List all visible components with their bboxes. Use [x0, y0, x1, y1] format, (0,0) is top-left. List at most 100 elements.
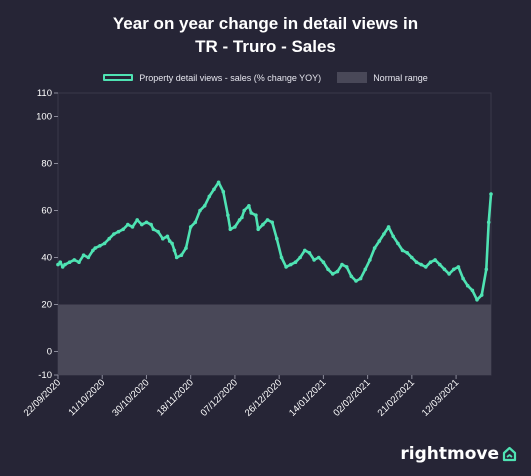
series-point — [433, 258, 437, 262]
x-tick-label: 14/01/2021 — [287, 377, 328, 418]
series-point — [321, 260, 326, 265]
x-tick-label: 21/02/2021 — [376, 377, 417, 418]
series-point — [102, 241, 107, 246]
legend: Property detail views - sales (% change … — [0, 72, 531, 83]
series-point — [489, 192, 493, 196]
legend-label-series: Property detail views - sales (% change … — [139, 72, 322, 83]
normal-range-band — [58, 304, 491, 375]
series-point — [372, 246, 377, 250]
rightmove-logo: rightmove — [400, 444, 517, 464]
series-point — [67, 260, 72, 265]
chart-title: Year on year change in detail views in T… — [0, 12, 531, 58]
series-point — [442, 267, 447, 272]
series-point — [400, 248, 405, 253]
x-tick-label: 02/02/2021 — [331, 377, 372, 418]
series-point — [135, 218, 139, 222]
x-tick-label: 07/12/2020 — [199, 377, 240, 418]
series-point — [198, 208, 202, 213]
series-point — [479, 293, 484, 297]
y-tick-label: 80 — [41, 159, 52, 170]
series-point — [438, 262, 442, 267]
series-point — [275, 236, 279, 241]
series-point — [149, 222, 153, 227]
series-point — [377, 239, 382, 243]
series-point — [386, 225, 391, 229]
series-point — [226, 213, 230, 217]
series-point — [298, 255, 302, 260]
series-point — [249, 211, 253, 215]
series-point — [456, 265, 461, 269]
series-point — [452, 267, 456, 272]
series-point — [207, 194, 212, 199]
series-point — [161, 236, 165, 241]
legend-item-series[interactable]: Property detail views - sales (% change … — [103, 73, 321, 83]
series-point — [414, 260, 419, 265]
x-tick-label: 18/11/2020 — [155, 377, 196, 418]
series-point — [303, 248, 307, 253]
series-point — [396, 241, 400, 246]
series-point — [174, 255, 179, 260]
series-point — [91, 248, 95, 253]
series-point — [240, 215, 244, 220]
house-icon — [502, 446, 517, 462]
series-point — [289, 262, 293, 267]
series-point — [484, 267, 489, 272]
series-point — [326, 267, 330, 272]
series-point — [144, 220, 149, 225]
legend-swatch-line — [103, 74, 134, 81]
series-point — [307, 251, 312, 255]
series-point — [179, 253, 184, 257]
series-point — [261, 222, 265, 227]
series-point — [475, 298, 479, 302]
series-point — [330, 272, 335, 276]
series-point — [130, 225, 135, 229]
series-point — [447, 272, 451, 276]
series-point — [486, 220, 491, 225]
x-tick-label: 22/09/2020 — [22, 377, 63, 418]
series-point — [410, 255, 414, 260]
series-point — [81, 253, 86, 257]
series-point — [344, 265, 349, 269]
series-point — [382, 232, 386, 236]
series-line — [56, 181, 493, 302]
series-point — [216, 180, 221, 185]
series-point — [60, 265, 65, 269]
series-point — [228, 227, 233, 232]
series-point — [93, 246, 97, 250]
series-point — [470, 288, 475, 293]
series-point — [391, 234, 396, 239]
series-point — [126, 222, 130, 227]
series-point — [312, 258, 316, 262]
y-tick-label: 0 — [47, 347, 52, 358]
series-point — [184, 246, 188, 250]
series-point — [172, 248, 177, 253]
series-point — [335, 269, 340, 274]
series-point — [254, 213, 258, 217]
y-tick-label: 60 — [41, 206, 52, 217]
series-point — [465, 283, 470, 288]
series-point — [405, 251, 410, 255]
chart-title-line-1: Year on year change in detail views in — [112, 14, 419, 33]
series-point — [265, 218, 270, 222]
series-point — [242, 208, 246, 213]
y-tick-label: -10 — [38, 370, 52, 381]
series-point — [256, 227, 261, 232]
chart-title-line-2: TR - Truro - Sales — [195, 37, 336, 56]
series-point — [461, 276, 465, 281]
series-point — [107, 236, 111, 241]
series-point — [56, 262, 60, 267]
series-point — [72, 258, 77, 262]
series-point — [354, 279, 358, 283]
legend-swatch-range — [337, 72, 368, 83]
series-point — [112, 232, 116, 236]
series-point — [140, 222, 144, 227]
series-point — [202, 204, 207, 208]
legend-item-normal-range[interactable]: Normal range — [337, 72, 428, 83]
series-point — [293, 260, 298, 265]
y-tick-label: 20 — [41, 300, 52, 311]
series-point — [121, 227, 125, 232]
series-point — [363, 267, 368, 272]
series-point — [428, 260, 433, 265]
series-point — [368, 258, 372, 262]
